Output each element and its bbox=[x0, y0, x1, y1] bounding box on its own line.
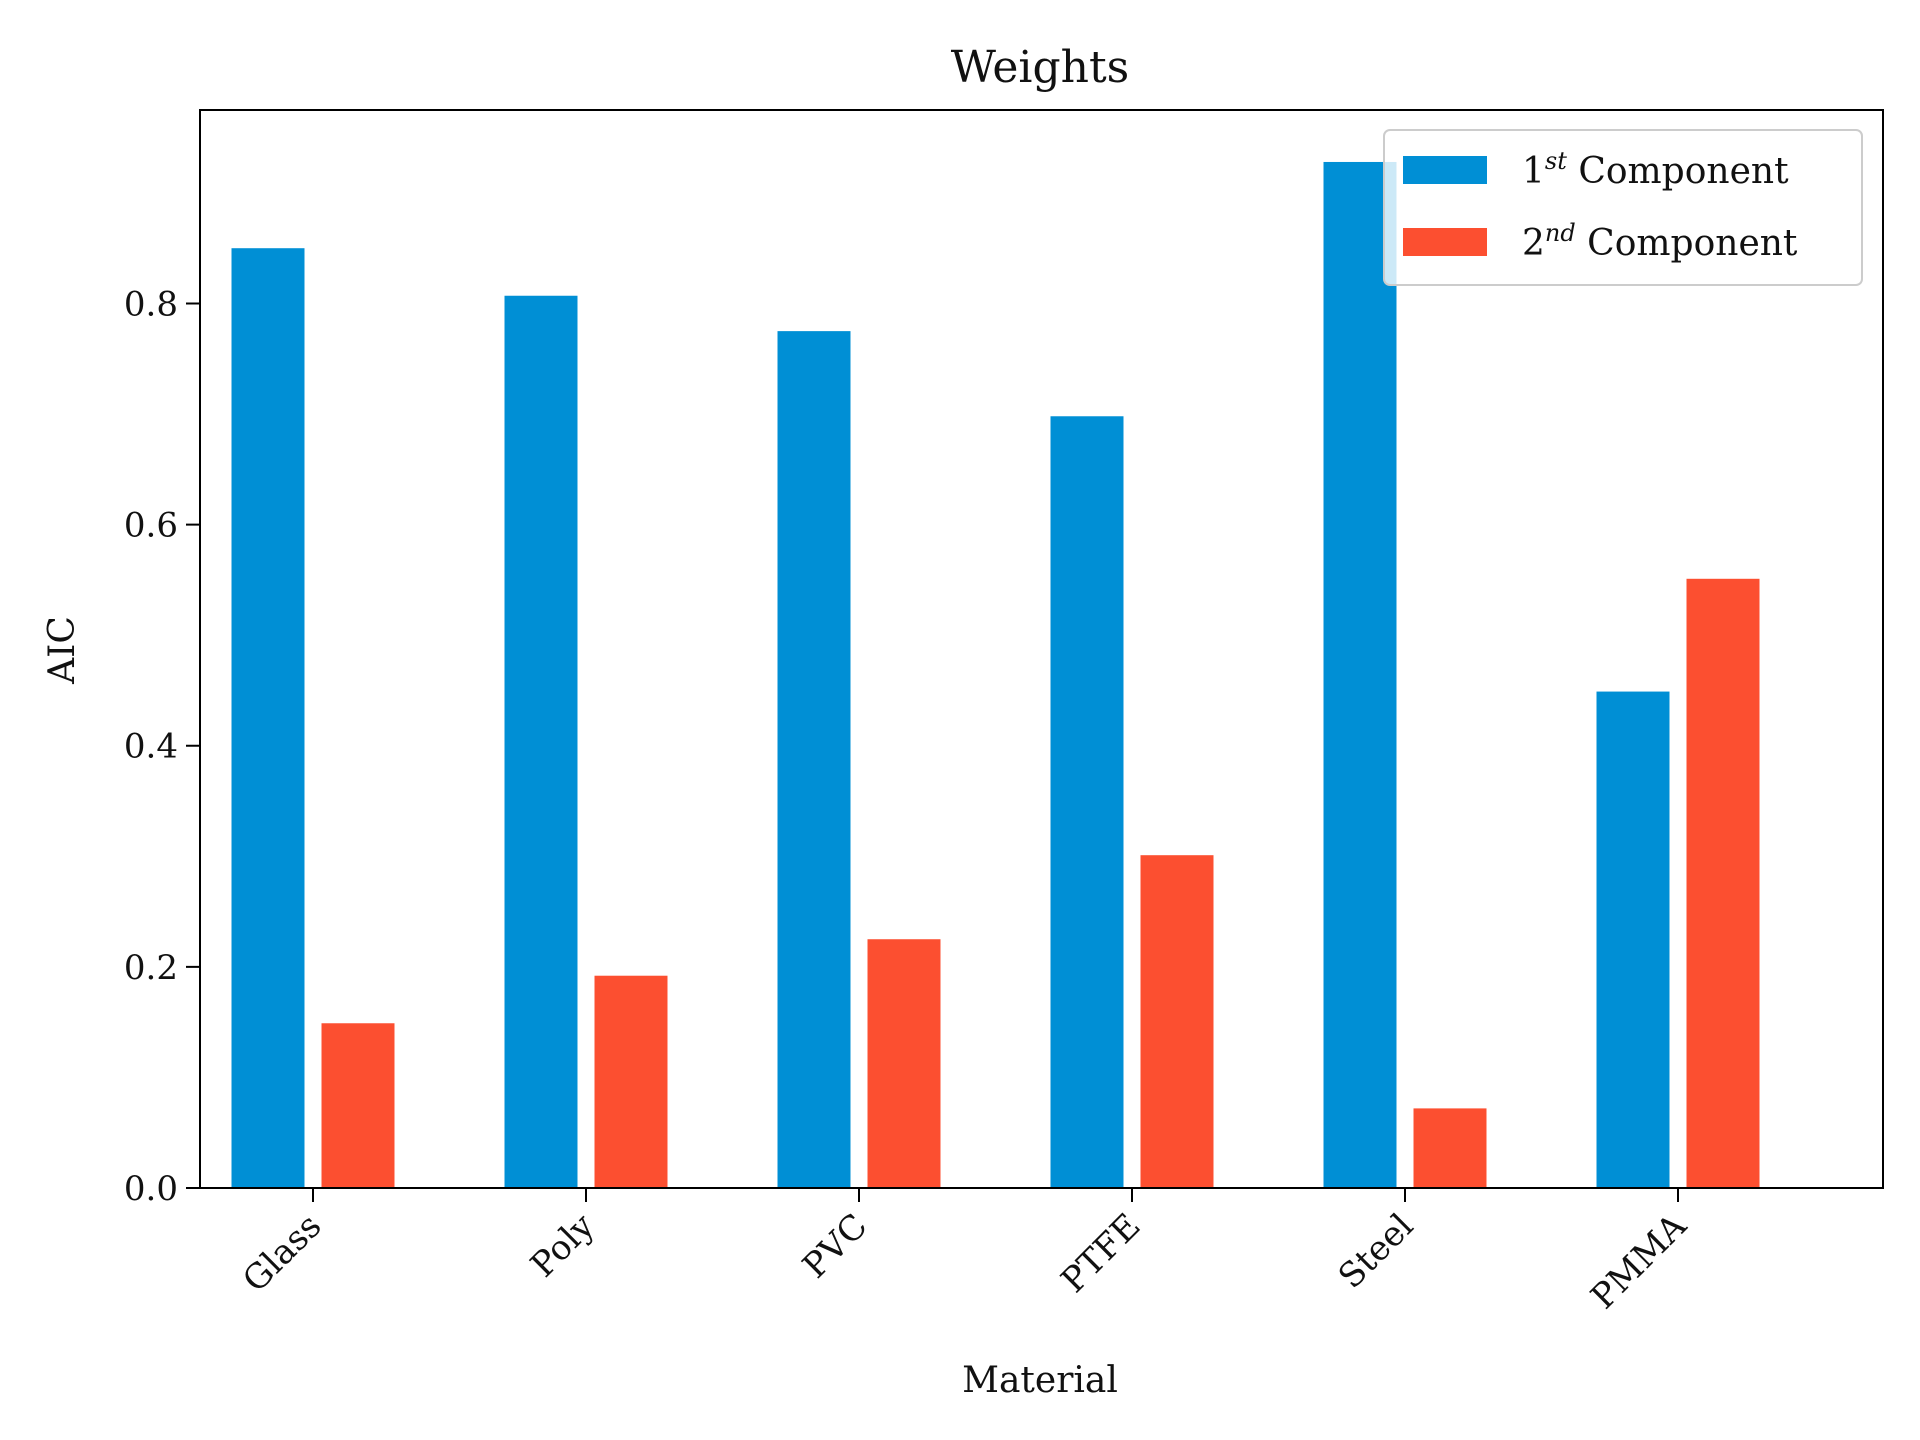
bar-ptfe-series-1 bbox=[1050, 416, 1124, 1188]
y-axis: 0.0 0.2 0.4 0.6 0.8 bbox=[124, 284, 200, 1209]
bar-steel-series-2 bbox=[1413, 1108, 1487, 1188]
bar-pvc-series-1 bbox=[777, 331, 851, 1189]
legend-label-series-2: 2nd Component bbox=[1522, 219, 1798, 264]
plot-frame bbox=[199, 109, 1884, 1189]
y-tick-label: 0.4 bbox=[124, 727, 178, 767]
legend: 1st Component 2nd Component bbox=[1383, 129, 1863, 286]
bar-steel-series-1 bbox=[1323, 161, 1397, 1189]
y-tick-label: 0.6 bbox=[124, 506, 178, 546]
bars-group bbox=[231, 161, 1760, 1189]
legend-swatch-series-2 bbox=[1403, 228, 1487, 256]
bar-glass-series-1 bbox=[231, 248, 305, 1188]
y-tick-label: 0.2 bbox=[124, 948, 178, 988]
y-tick-label: 0.0 bbox=[124, 1169, 178, 1209]
bar-poly-series-1 bbox=[504, 295, 578, 1188]
bar-pmma-series-1 bbox=[1596, 691, 1670, 1188]
bar-pvc-series-2 bbox=[867, 939, 941, 1188]
legend-label-series-1: 1st Component bbox=[1522, 147, 1789, 192]
x-axis-label: Material bbox=[962, 1360, 1118, 1401]
legend-box bbox=[1383, 129, 1863, 286]
bar-glass-series-2 bbox=[321, 1023, 395, 1188]
legend-swatch-series-1 bbox=[1403, 156, 1487, 184]
bar-poly-series-2 bbox=[594, 975, 668, 1188]
bar-ptfe-series-2 bbox=[1140, 855, 1214, 1188]
y-tick-label: 0.8 bbox=[124, 284, 178, 324]
y-axis-label: AIC bbox=[42, 616, 83, 685]
bar-pmma-series-2 bbox=[1686, 578, 1760, 1188]
chart-title: Weights bbox=[951, 42, 1130, 93]
